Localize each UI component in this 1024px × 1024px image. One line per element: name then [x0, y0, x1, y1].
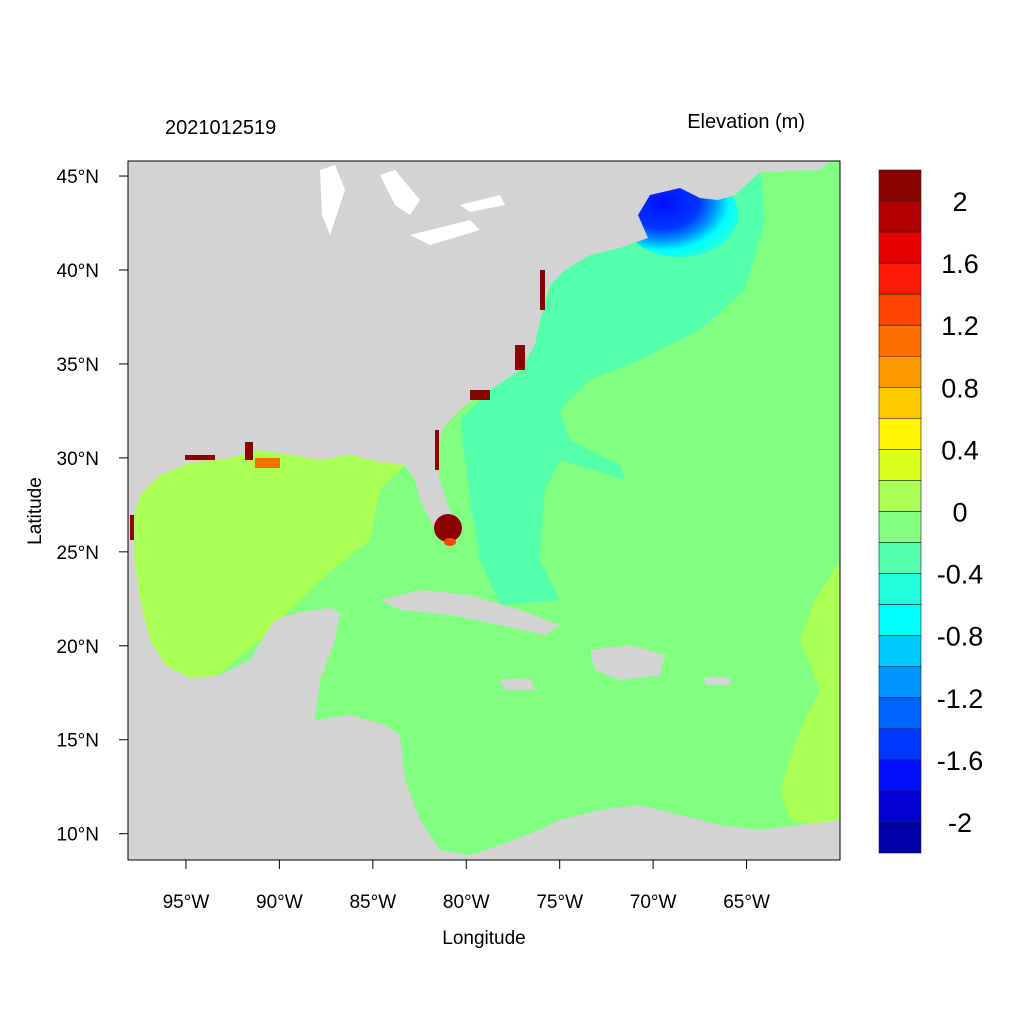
- colorbar-label: 2: [952, 187, 967, 217]
- colorbar-bin: [878, 511, 922, 543]
- great-lakes: [320, 165, 505, 245]
- y-tick-label: 10°N: [57, 825, 99, 846]
- colorbar-bin: [878, 324, 922, 357]
- y-tick-label: 45°N: [57, 167, 99, 188]
- coastal-surge-specks: [130, 270, 545, 540]
- land-cuba: [380, 590, 560, 635]
- y-tick-label: 30°N: [57, 449, 99, 470]
- colorbar-bin: [878, 573, 922, 605]
- colorbar-label: -0.8: [937, 622, 984, 652]
- land-hispaniola: [590, 645, 665, 680]
- atlantic-shelf-field: [460, 161, 765, 605]
- y-axis: 45°N 40°N 35°N 30°N 25°N 20°N 15°N 10°N: [57, 167, 128, 846]
- colorbar-bin: [878, 231, 922, 264]
- colorbar: 2 1.6 1.2 0.8 0.4 0 -0.4 -0.8 -1.2 -1.6 -2: [878, 169, 984, 854]
- x-tick-label: 70°W: [630, 892, 677, 913]
- colorbar-bin: [878, 200, 922, 233]
- gulf-of-mexico-field: [128, 450, 420, 690]
- colorbar-label: -0.4: [937, 560, 984, 590]
- colorbar-bin: [878, 293, 922, 326]
- colorbar-bin: [878, 449, 922, 481]
- colorbar-label: 0: [952, 498, 967, 528]
- x-axis: 95°W 90°W 85°W 80°W 75°W 70°W 65°W: [163, 860, 770, 913]
- colorbar-bin: [878, 790, 922, 823]
- x-tick-label: 75°W: [536, 892, 583, 913]
- colorbar-bin: [878, 418, 922, 450]
- colorbar-bin: [878, 604, 922, 636]
- y-tick-label: 15°N: [57, 731, 99, 752]
- colorbar-label: -2: [948, 808, 972, 838]
- east-caribbean-field: [780, 560, 840, 830]
- plot-frame: [127, 160, 841, 861]
- x-tick-label: 65°W: [723, 892, 770, 913]
- x-tick-label: 80°W: [443, 892, 490, 913]
- x-tick-label: 95°W: [163, 892, 210, 913]
- colorbar-bin: [878, 821, 922, 854]
- y-tick-label: 20°N: [57, 637, 99, 658]
- land-north-america: [128, 161, 840, 860]
- sw-florida-surge: [434, 514, 462, 542]
- colorbar-label: 1.2: [941, 311, 979, 341]
- colorbar-bin: [878, 387, 922, 419]
- colorbar-label: -1.2: [937, 684, 984, 714]
- colorbar-bin: [878, 355, 922, 388]
- map-area: [128, 161, 840, 860]
- y-tick-label: 25°N: [57, 543, 99, 564]
- colorbar-bin: [878, 262, 922, 295]
- colorbar-bin: [878, 728, 922, 761]
- colorbar-bin: [878, 666, 922, 699]
- colorbar-label: -1.6: [937, 746, 984, 776]
- y-axis-label: Latitude: [25, 477, 46, 545]
- title-date: 2021012519: [165, 117, 276, 139]
- x-tick-label: 85°W: [349, 892, 396, 913]
- colorbar-bin: [878, 697, 922, 730]
- x-tick-label: 90°W: [256, 892, 303, 913]
- land-puerto-rico: [705, 677, 730, 685]
- sw-florida-surge-edge: [444, 538, 456, 546]
- colorbar-label: 1.6: [941, 249, 979, 279]
- colorbar-bin: [878, 169, 922, 202]
- colorbar-bin: [878, 480, 922, 512]
- colorbar-label: 0.8: [941, 373, 979, 403]
- y-tick-label: 40°N: [57, 261, 99, 282]
- x-axis-label: Longitude: [442, 928, 525, 949]
- colorbar-bin: [878, 635, 922, 668]
- colorbar-bin: [878, 759, 922, 792]
- y-tick-label: 35°N: [57, 355, 99, 376]
- title-variable: Elevation (m): [687, 111, 805, 133]
- land-jamaica: [500, 678, 535, 690]
- colorbar-bin: [878, 542, 922, 574]
- louisiana-surge: [255, 458, 280, 468]
- colorbar-label: 0.4: [941, 435, 979, 465]
